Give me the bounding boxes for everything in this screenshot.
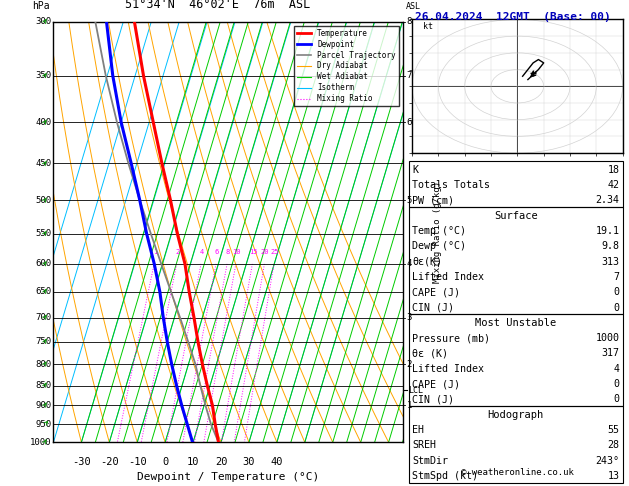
- Text: Pressure (mb): Pressure (mb): [412, 333, 490, 343]
- Text: 13: 13: [608, 471, 620, 481]
- Text: 450: 450: [36, 159, 52, 168]
- Text: 0: 0: [613, 395, 620, 404]
- Text: 8: 8: [226, 249, 230, 255]
- Text: 0: 0: [613, 303, 620, 312]
- Text: Lifted Index: Lifted Index: [412, 272, 484, 282]
- Text: 750: 750: [36, 337, 52, 347]
- Text: 300: 300: [36, 17, 52, 26]
- Text: Dewp (°C): Dewp (°C): [412, 242, 466, 251]
- Text: CIN (J): CIN (J): [412, 395, 454, 404]
- Text: 9.8: 9.8: [601, 242, 620, 251]
- Text: K: K: [412, 165, 418, 175]
- Text: 243°: 243°: [596, 456, 620, 466]
- Text: PW (cm): PW (cm): [412, 195, 454, 206]
- Text: θε (K): θε (K): [412, 348, 448, 359]
- Text: 0: 0: [613, 379, 620, 389]
- Text: 900: 900: [36, 401, 52, 410]
- Text: Dewpoint / Temperature (°C): Dewpoint / Temperature (°C): [137, 472, 319, 482]
- Text: 550: 550: [36, 229, 52, 238]
- Text: 1000: 1000: [30, 438, 52, 447]
- Text: 650: 650: [36, 287, 52, 296]
- Text: 42: 42: [608, 180, 620, 190]
- Text: 20: 20: [214, 457, 227, 467]
- Text: 2: 2: [407, 360, 412, 369]
- Text: Most Unstable: Most Unstable: [475, 318, 557, 328]
- Text: EH: EH: [412, 425, 424, 435]
- Text: 350: 350: [36, 71, 52, 80]
- Text: 850: 850: [36, 381, 52, 390]
- Text: 10: 10: [187, 457, 199, 467]
- Text: 19.1: 19.1: [596, 226, 620, 236]
- Text: -20: -20: [100, 457, 119, 467]
- Text: 7: 7: [613, 272, 620, 282]
- Text: Totals Totals: Totals Totals: [412, 180, 490, 190]
- Text: 317: 317: [601, 348, 620, 359]
- Text: Hodograph: Hodograph: [487, 410, 544, 420]
- Text: 0: 0: [162, 457, 169, 467]
- Text: 0: 0: [613, 287, 620, 297]
- Text: 8: 8: [407, 17, 412, 26]
- Text: 3: 3: [407, 313, 412, 322]
- Text: 30: 30: [243, 457, 255, 467]
- Text: -30: -30: [72, 457, 91, 467]
- Text: 1: 1: [153, 249, 157, 255]
- Text: θε(K): θε(K): [412, 257, 442, 267]
- Text: © weatheronline.co.uk: © weatheronline.co.uk: [460, 468, 574, 477]
- Text: 51°34'N  46°02'E  76m  ASL: 51°34'N 46°02'E 76m ASL: [125, 0, 310, 11]
- Text: 4: 4: [199, 249, 204, 255]
- Text: LCL: LCL: [408, 386, 423, 395]
- Text: 6: 6: [407, 118, 412, 127]
- Text: 5: 5: [407, 196, 412, 205]
- Text: 700: 700: [36, 313, 52, 322]
- Text: 500: 500: [36, 196, 52, 205]
- Text: 18: 18: [608, 165, 620, 175]
- Text: CAPE (J): CAPE (J): [412, 287, 460, 297]
- Text: 1000: 1000: [596, 333, 620, 343]
- Legend: Temperature, Dewpoint, Parcel Trajectory, Dry Adiabat, Wet Adiabat, Isotherm, Mi: Temperature, Dewpoint, Parcel Trajectory…: [294, 26, 399, 106]
- Text: Surface: Surface: [494, 211, 538, 221]
- Text: kt: kt: [423, 22, 433, 32]
- Text: hPa: hPa: [32, 1, 50, 11]
- Text: 950: 950: [36, 420, 52, 429]
- Text: Temp (°C): Temp (°C): [412, 226, 466, 236]
- Text: km
ASL: km ASL: [406, 0, 421, 11]
- Text: 800: 800: [36, 360, 52, 369]
- Text: 313: 313: [601, 257, 620, 267]
- Text: StmDir: StmDir: [412, 456, 448, 466]
- Text: 26.04.2024  12GMT  (Base: 00): 26.04.2024 12GMT (Base: 00): [415, 12, 611, 22]
- Text: CAPE (J): CAPE (J): [412, 379, 460, 389]
- Text: Mixing Ratio (g/kg): Mixing Ratio (g/kg): [433, 181, 442, 283]
- Text: 6: 6: [214, 249, 219, 255]
- Text: 10: 10: [232, 249, 241, 255]
- Text: 600: 600: [36, 260, 52, 268]
- Text: 1: 1: [407, 401, 412, 410]
- Text: 55: 55: [608, 425, 620, 435]
- Text: 4: 4: [407, 260, 412, 268]
- Text: 15: 15: [249, 249, 257, 255]
- Text: 20: 20: [261, 249, 269, 255]
- Text: 25: 25: [270, 249, 279, 255]
- Text: 400: 400: [36, 118, 52, 127]
- Text: -10: -10: [128, 457, 147, 467]
- Text: SREH: SREH: [412, 440, 436, 451]
- Text: CIN (J): CIN (J): [412, 303, 454, 312]
- Text: 40: 40: [270, 457, 283, 467]
- Text: StmSpd (kt): StmSpd (kt): [412, 471, 478, 481]
- Text: 2.34: 2.34: [596, 195, 620, 206]
- Text: 28: 28: [608, 440, 620, 451]
- Text: 4: 4: [613, 364, 620, 374]
- Text: 7: 7: [407, 71, 412, 80]
- Text: Lifted Index: Lifted Index: [412, 364, 484, 374]
- Text: 2: 2: [175, 249, 180, 255]
